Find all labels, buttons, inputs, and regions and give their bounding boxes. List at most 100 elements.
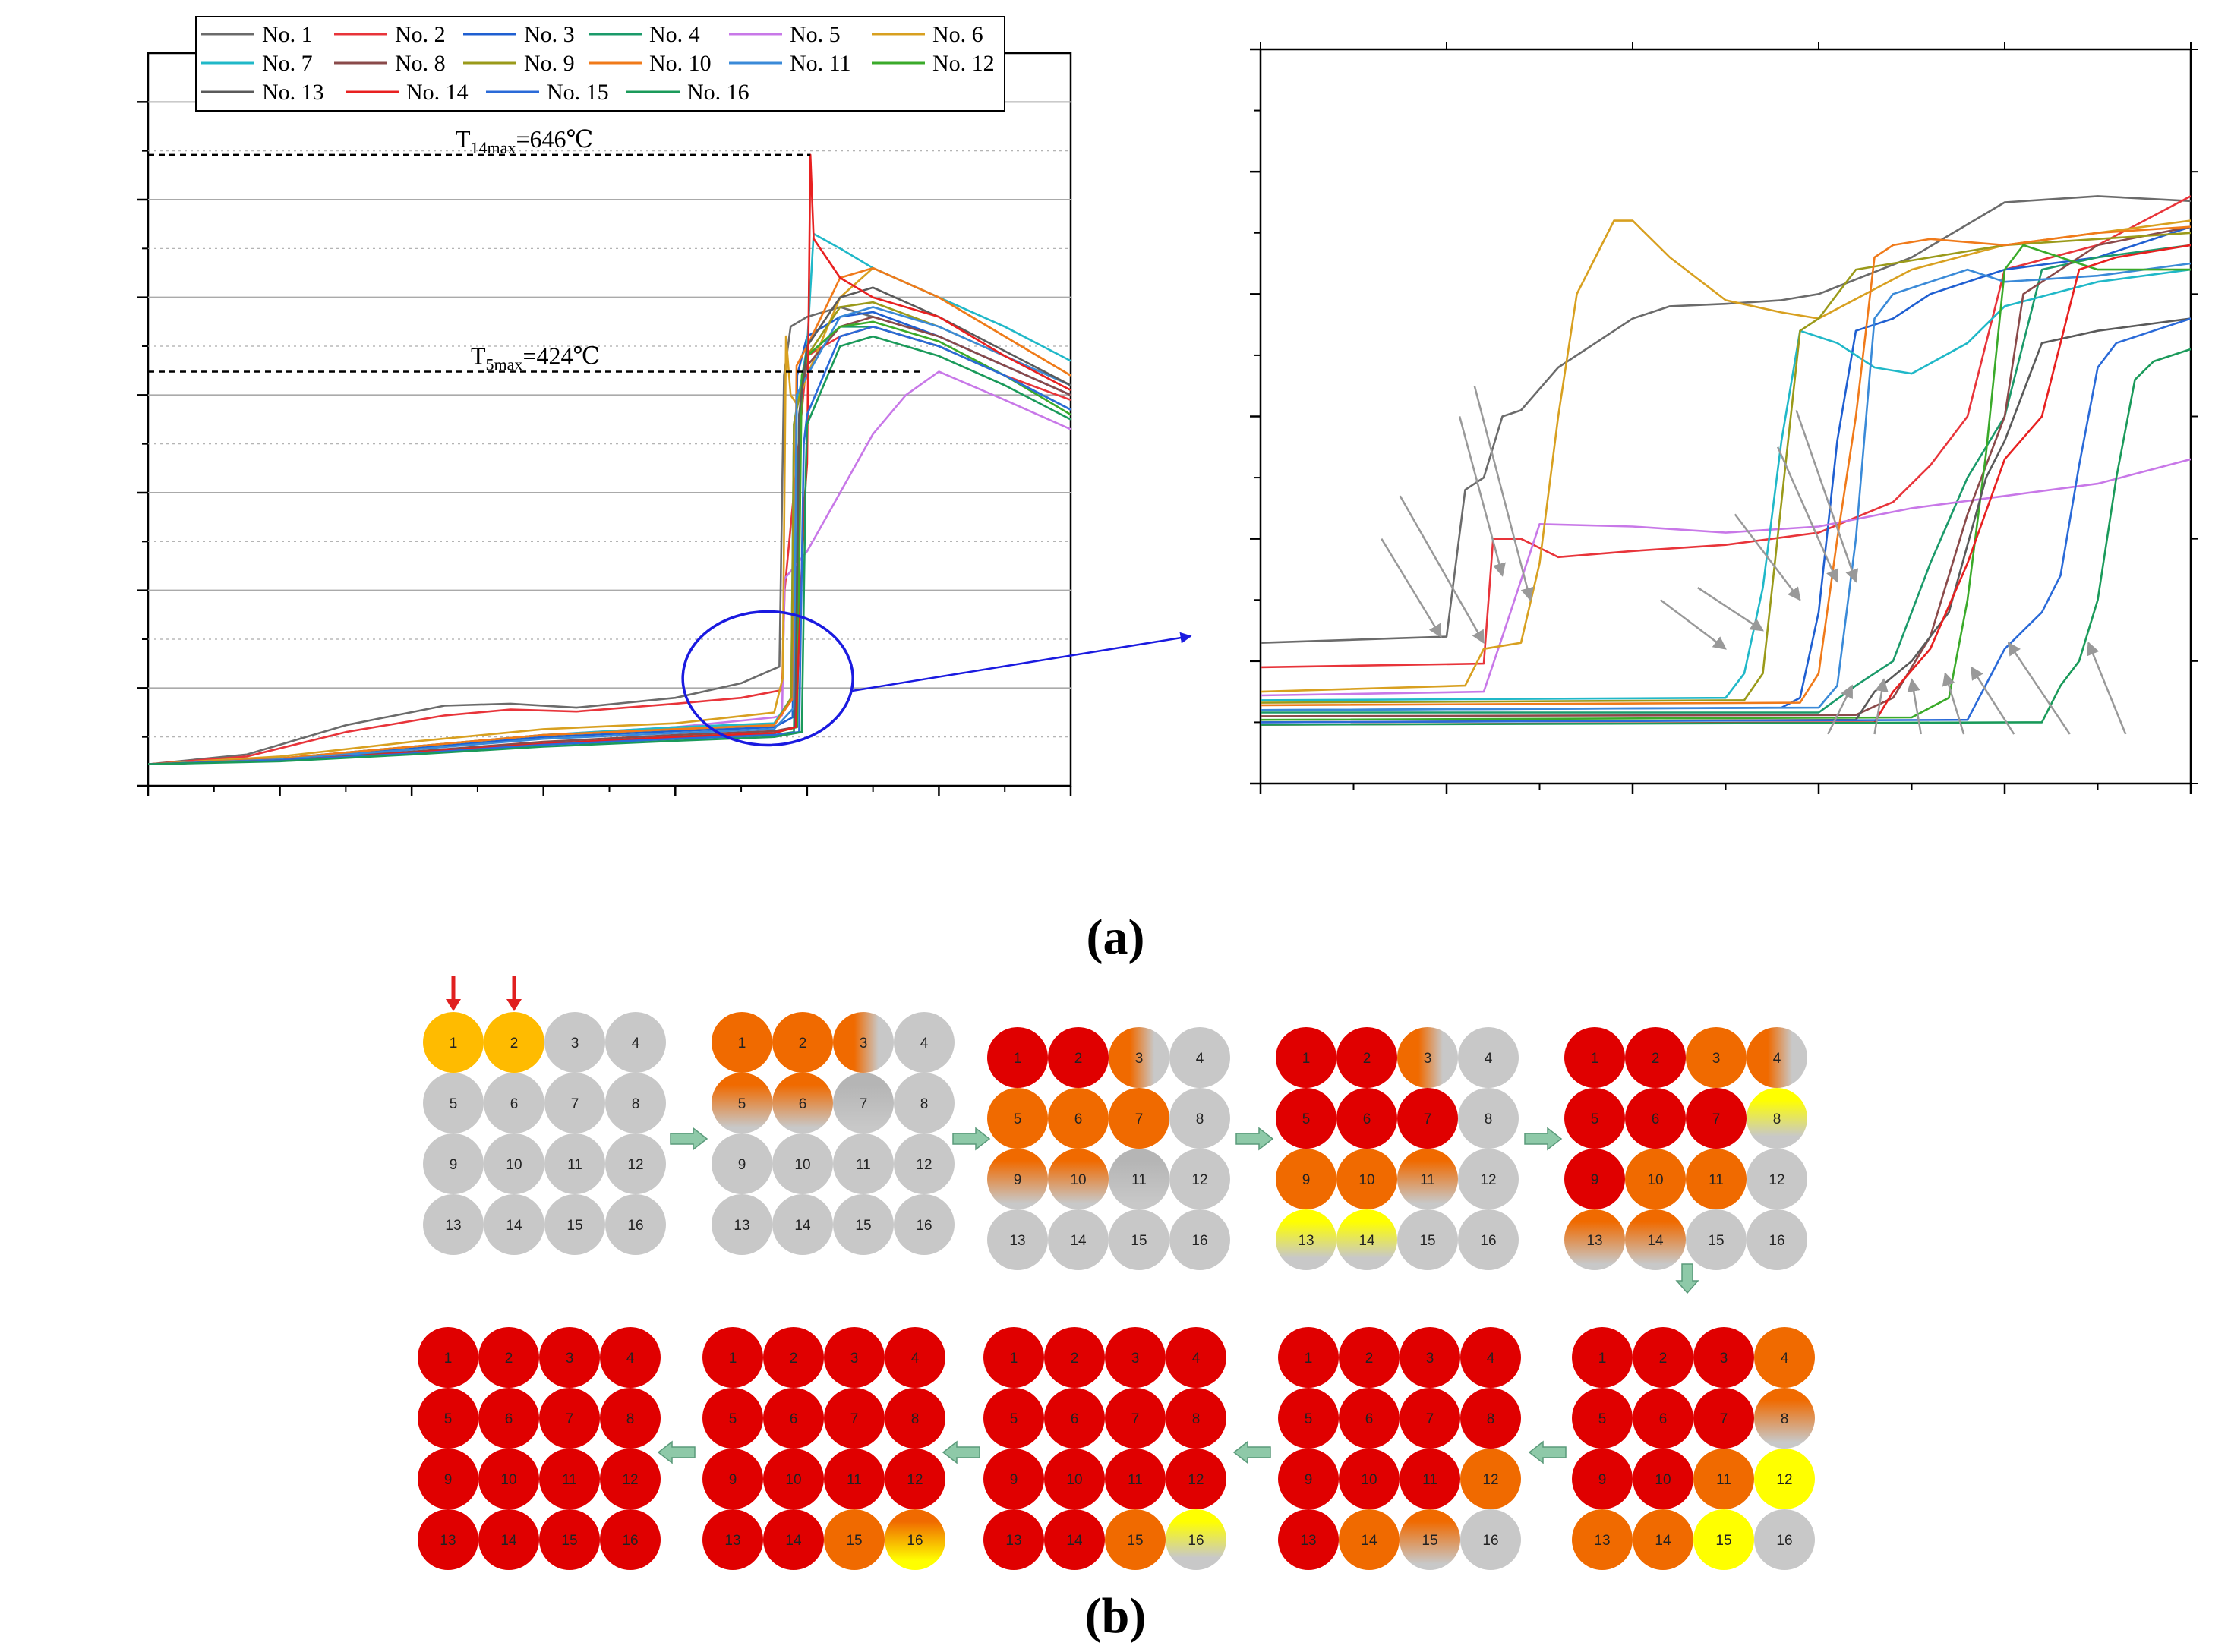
specimen-6	[1625, 1088, 1686, 1149]
specimen-1	[712, 1012, 772, 1073]
specimen-6	[1044, 1388, 1105, 1449]
series-line-no-14	[1261, 244, 2191, 726]
specimen-5	[1564, 1088, 1625, 1149]
series-line-no-3	[148, 311, 1071, 765]
specimen-label: 3	[1424, 1051, 1432, 1067]
specimen-label: 12	[627, 1157, 643, 1173]
legend-label-no-8: No. 8	[395, 51, 446, 76]
specimen-label: 12	[622, 1472, 638, 1488]
specimen-10	[1633, 1449, 1693, 1509]
annotation-text: T5max=424℃	[471, 342, 600, 374]
specimen-label: 15	[1715, 1533, 1731, 1549]
specimen-label: 14	[1647, 1233, 1664, 1249]
series-line-no-16	[1261, 348, 2191, 726]
specimen-4	[885, 1327, 945, 1388]
specimen-12	[1166, 1449, 1226, 1509]
specimen-11	[833, 1133, 894, 1194]
series-line-no-2	[148, 325, 1071, 765]
series-line-no-10	[1261, 225, 2191, 707]
panel-a-label: (a)	[1087, 910, 1145, 965]
specimen-label: 9	[1598, 1472, 1607, 1488]
specimen-9	[712, 1133, 772, 1194]
specimen-label: 12	[1769, 1172, 1784, 1188]
legend-label-no-5: No. 5	[790, 22, 841, 47]
specimen-16	[1754, 1509, 1815, 1570]
callout-arrow	[1827, 684, 1854, 735]
specimen-1	[1572, 1327, 1633, 1388]
specimen-15	[1105, 1509, 1166, 1570]
specimen-1	[423, 1012, 484, 1073]
specimen-label: 16	[1769, 1233, 1784, 1249]
specimen-2	[1048, 1027, 1109, 1088]
specimen-label: 1	[444, 1351, 453, 1367]
series-line-no-5	[1261, 458, 2191, 697]
specimen-12	[600, 1449, 661, 1509]
specimen-label: 2	[1071, 1351, 1079, 1367]
specimen-2	[478, 1327, 539, 1388]
specimen-2	[772, 1012, 833, 1073]
specimen-2	[1339, 1327, 1400, 1388]
specimen-14	[1633, 1509, 1693, 1570]
specimen-label: 12	[1191, 1172, 1207, 1188]
specimen-label: 13	[1594, 1533, 1610, 1549]
specimen-label: 5	[1010, 1411, 1018, 1427]
specimen-12	[1754, 1449, 1815, 1509]
specimen-label: 13	[1298, 1233, 1314, 1249]
specimen-14	[772, 1194, 833, 1255]
specimen-label: 12	[1188, 1472, 1204, 1488]
specimen-label: 15	[1127, 1533, 1143, 1549]
plot-frame	[147, 52, 1072, 787]
specimen-8	[600, 1388, 661, 1449]
specimen-7	[1400, 1388, 1460, 1449]
specimen-15	[824, 1509, 885, 1570]
specimen-label: 5	[1305, 1411, 1313, 1427]
specimen-label: 3	[1720, 1351, 1728, 1367]
specimen-12	[1460, 1449, 1521, 1509]
specimen-1	[1564, 1027, 1625, 1088]
legend-label-no-16: No. 16	[687, 80, 749, 105]
specimen-16	[1169, 1209, 1230, 1270]
specimen-label: 11	[1422, 1472, 1437, 1488]
specimen-8	[1747, 1088, 1807, 1149]
specimen-8	[885, 1388, 945, 1449]
specimen-16	[1460, 1509, 1521, 1570]
specimen-label: 3	[571, 1036, 579, 1051]
specimen-10	[1044, 1449, 1105, 1509]
specimen-label: 10	[1070, 1172, 1086, 1188]
specimen-10	[484, 1133, 544, 1194]
specimen-11	[824, 1449, 885, 1509]
heat-source-arrow-head	[506, 999, 522, 1011]
specimen-14	[1625, 1209, 1686, 1270]
specimen-label: 8	[1192, 1411, 1201, 1427]
specimen-label: 3	[860, 1036, 868, 1051]
callout-arrow	[1458, 416, 1506, 577]
specimen-10	[772, 1133, 833, 1194]
annotation-sub: 14max	[471, 138, 516, 157]
specimen-label: 15	[855, 1218, 871, 1234]
specimen-label: 12	[907, 1472, 923, 1488]
specimen-5	[423, 1073, 484, 1133]
specimen-11	[1400, 1449, 1460, 1509]
specimen-label: 7	[860, 1096, 868, 1112]
specimen-label: 4	[1192, 1351, 1201, 1367]
specimen-label: 5	[1302, 1111, 1311, 1127]
specimen-6	[1336, 1088, 1397, 1149]
specimen-10	[1339, 1449, 1400, 1509]
specimen-label: 4	[1487, 1351, 1495, 1367]
specimen-label: 5	[1014, 1111, 1022, 1127]
specimen-label: 2	[1365, 1351, 1374, 1367]
specimen-label: 1	[729, 1351, 737, 1367]
specimen-15	[1397, 1209, 1458, 1270]
specimen-3	[824, 1327, 885, 1388]
specimen-label: 9	[444, 1472, 453, 1488]
specimen-13	[1278, 1509, 1339, 1570]
specimen-4	[894, 1012, 955, 1073]
specimen-5	[418, 1388, 478, 1449]
specimen-2	[1625, 1027, 1686, 1088]
specimen-label: 7	[1720, 1411, 1728, 1427]
specimen-label: 14	[1361, 1533, 1377, 1549]
specimen-label: 4	[911, 1351, 920, 1367]
specimen-5	[983, 1388, 1044, 1449]
